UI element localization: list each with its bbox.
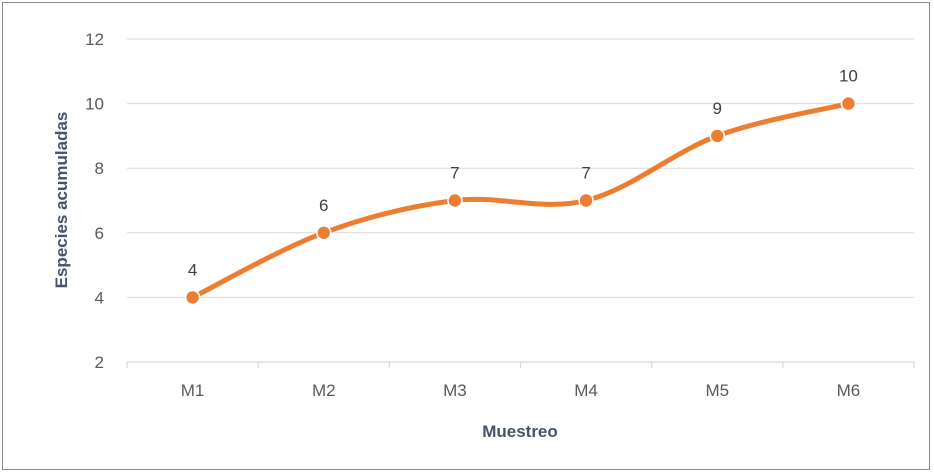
y-tick-label: 6 bbox=[95, 224, 104, 243]
y-tick-label: 2 bbox=[95, 353, 104, 372]
y-tick-label: 8 bbox=[95, 159, 104, 178]
data-label: 7 bbox=[581, 164, 590, 183]
data-point bbox=[315, 225, 332, 241]
x-tick-label: M2 bbox=[312, 381, 336, 400]
x-axis bbox=[126, 361, 915, 368]
data-label: 6 bbox=[319, 196, 328, 215]
data-label: 9 bbox=[713, 99, 722, 118]
x-tick-label: M3 bbox=[443, 381, 467, 400]
x-tick-label: M4 bbox=[574, 381, 598, 400]
x-axis-title: Muestreo bbox=[482, 422, 558, 441]
y-axis-tick-labels: 2 4 6 8 10 12 bbox=[85, 30, 104, 372]
x-tick-label: M6 bbox=[837, 381, 861, 400]
data-points bbox=[184, 95, 857, 306]
data-label: 7 bbox=[450, 164, 459, 183]
x-axis-tick-labels: M1 M2 M3 M4 M5 M6 bbox=[181, 381, 860, 400]
x-tick-label: M5 bbox=[705, 381, 729, 400]
y-tick-label: 4 bbox=[95, 288, 104, 307]
y-tick-label: 12 bbox=[85, 30, 104, 49]
y-tick-label: 10 bbox=[85, 95, 104, 114]
series-line bbox=[190, 101, 851, 300]
data-point bbox=[709, 128, 726, 144]
data-point bbox=[184, 289, 201, 306]
data-point bbox=[840, 95, 857, 112]
y-axis-title: Especies acumuladas bbox=[52, 112, 71, 289]
gridlines bbox=[127, 38, 914, 298]
data-labels: 4 6 7 7 9 10 bbox=[188, 67, 858, 280]
data-point bbox=[578, 192, 594, 209]
data-label: 4 bbox=[188, 260, 197, 279]
x-tick-label: M1 bbox=[181, 381, 205, 400]
data-label: 10 bbox=[839, 67, 858, 86]
data-point bbox=[447, 192, 463, 209]
